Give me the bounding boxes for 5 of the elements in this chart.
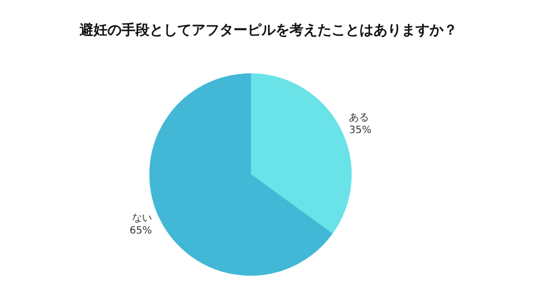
data-label: 65% xyxy=(130,225,152,236)
slice-label: ある xyxy=(349,112,370,124)
slice-label: ない xyxy=(132,213,152,224)
chart-title: 避妊の手段としてアフターピルを考えたことはありますか？ xyxy=(78,22,458,38)
data-label: 35% xyxy=(349,124,372,136)
